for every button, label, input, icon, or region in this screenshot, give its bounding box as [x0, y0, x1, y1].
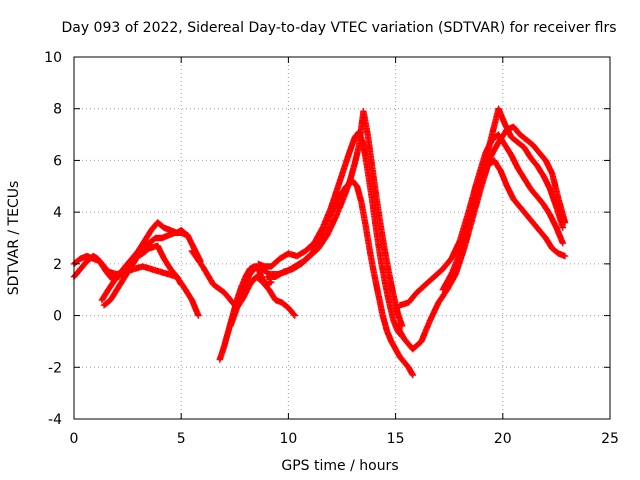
y-tick-label: 4 [53, 205, 62, 221]
y-tick-label: 10 [44, 50, 62, 66]
y-tick-label: 2 [53, 257, 62, 273]
series-track-8 [255, 128, 406, 340]
y-tick-label: 0 [53, 309, 62, 325]
y-tick-label: 6 [53, 153, 62, 169]
axis-ticks [73, 56, 611, 420]
data-marker [263, 108, 406, 330]
y-tick-label: -2 [48, 360, 62, 376]
data-marker [255, 128, 406, 340]
x-tick-label: 20 [494, 431, 512, 447]
data-marker [100, 229, 204, 309]
data-marker [98, 242, 185, 304]
x-tick-label: 10 [279, 431, 297, 447]
plot-frame [73, 56, 611, 420]
data-points [70, 105, 569, 379]
y-tick-label: 8 [53, 102, 62, 118]
data-marker [469, 123, 569, 226]
y-axis-label: SDTVAR / TECUs [6, 181, 22, 296]
x-axis-label: GPS time / hours [281, 458, 398, 474]
x-tick-label: 0 [70, 431, 79, 447]
chart-title: Day 093 of 2022, Sidereal Day-to-day VTE… [61, 20, 616, 36]
y-tick-label: -4 [48, 412, 62, 428]
series-track-13 [469, 123, 569, 226]
series-track-4 [98, 242, 185, 304]
series-track-3 [100, 229, 204, 309]
series-track-9 [263, 108, 406, 330]
x-tick-label: 25 [601, 431, 619, 447]
x-tick-label: 15 [387, 431, 405, 447]
x-tick-label: 5 [177, 431, 186, 447]
tick-labels: 0 5 10 15 20 25 -4 -2 0 2 4 6 8 10 [44, 50, 619, 447]
